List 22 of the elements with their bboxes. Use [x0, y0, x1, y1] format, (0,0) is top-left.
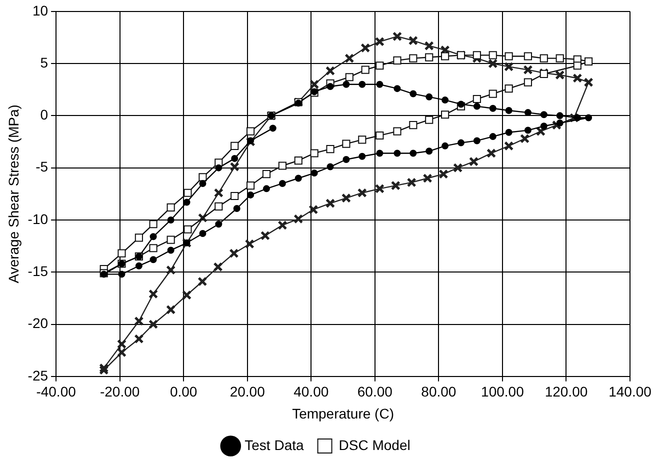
y-axis-title: Average Shear Stress (MPa) — [5, 104, 22, 284]
x-tick-label: -40.00 — [36, 384, 76, 400]
y-tick-label: 0 — [40, 106, 48, 123]
x-tick-label: 80.00 — [421, 384, 456, 400]
y-tick-label: -5 — [36, 158, 48, 175]
legend-label: Test Data — [244, 436, 304, 453]
y-tick-label: -25 — [28, 367, 48, 384]
x-tick-label: 120.00 — [544, 384, 588, 400]
y-tick-label: -20 — [28, 315, 48, 332]
x-tick-label: 0.00 — [170, 384, 198, 400]
y-tick-label: 5 — [40, 54, 48, 70]
x-tick-label: 140.00 — [608, 384, 652, 400]
x-axis-title: Temperature (C) — [292, 405, 394, 422]
x-tick-label: 20.00 — [230, 384, 266, 400]
y-tick-label: 10 — [32, 2, 48, 18]
y-tick-label: -15 — [28, 262, 48, 279]
x-tick-label: 60.00 — [357, 384, 393, 400]
x-tick-label: 40.00 — [294, 384, 329, 400]
y-tick-label: -10 — [28, 210, 48, 227]
legend-label: DSC Model — [338, 436, 410, 453]
x-tick-label: -20.00 — [100, 384, 140, 400]
x-tick-label: 100.00 — [481, 384, 524, 400]
